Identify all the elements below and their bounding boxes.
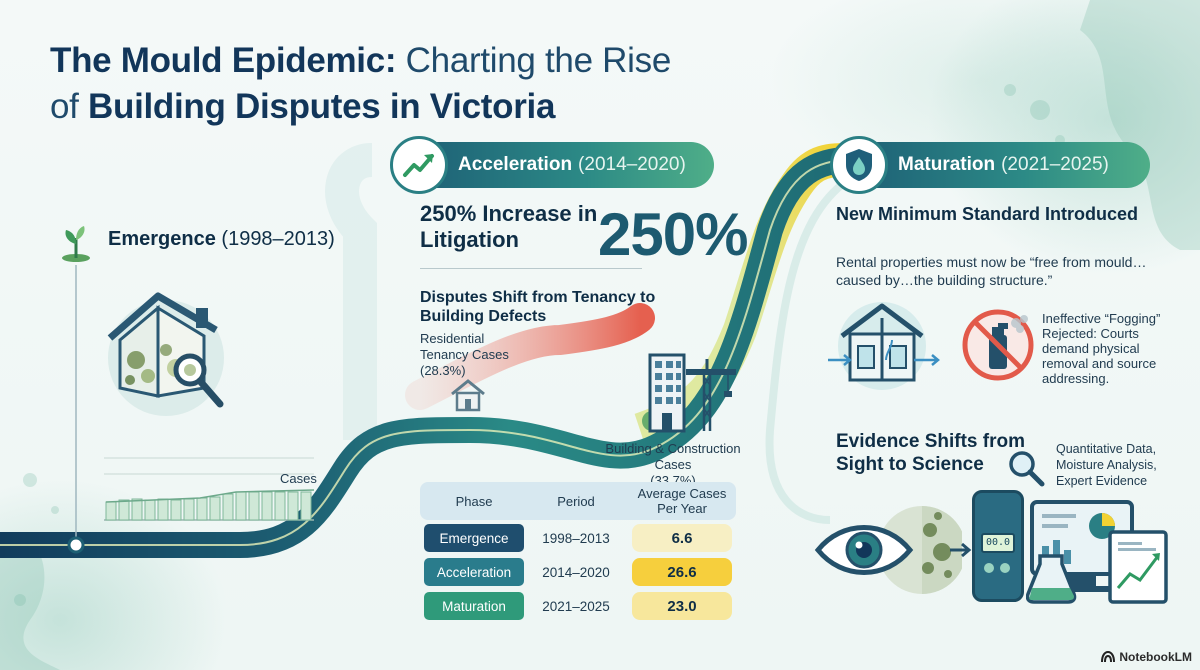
page-title: The Mould Epidemic: Charting the Rise of…	[50, 38, 810, 130]
title-part-1: The Mould Epidemic:	[50, 41, 397, 80]
emergence-years: (1998–2013)	[221, 228, 335, 250]
table-header-average: Average Cases Per Year	[637, 486, 727, 516]
brand-footer: NotebookLM	[1101, 650, 1192, 664]
table-row: Maturation 2021–2025 23.0	[420, 592, 736, 620]
table-row: Acceleration 2014–2020 26.6	[420, 558, 736, 586]
moisture-meter-icon: 00.0	[972, 490, 1024, 602]
meter-readout: 00.0	[981, 533, 1015, 553]
litigation-stat-value: 250%	[598, 201, 748, 268]
standard-heading: New Minimum Standard Introduced	[836, 204, 1139, 224]
evidence-list: Quantitative Data, Moisture Analysis, Ex…	[1056, 442, 1157, 488]
table-cell-phase: Emergence	[424, 524, 524, 552]
meter-button	[1000, 563, 1010, 573]
residential-pct: (28.3%)	[420, 363, 466, 378]
maturation-name: Maturation	[898, 154, 996, 175]
lab-equipment-icon	[1025, 496, 1172, 611]
residential-label: Residential Tenancy Cases	[420, 331, 509, 362]
arrow-right-icon	[948, 540, 974, 565]
standard-body: Rental properties must now be “free from…	[836, 254, 1147, 288]
litigation-stat-heading: 250% Increase in Litigation	[420, 201, 598, 252]
trend-up-icon	[390, 136, 448, 194]
acceleration-years: (2014–2020)	[578, 154, 686, 175]
evidence-heading: Evidence Shifts from Sight to Science	[836, 431, 1025, 475]
table-row: Emergence 1998–2013 6.6	[420, 524, 736, 552]
building-crane-icon	[640, 345, 740, 440]
ventilated-house-icon	[826, 300, 942, 395]
table-header-row	[420, 482, 736, 520]
table-cell-period: 2021–2025	[542, 598, 610, 614]
building-label: Building & Construction Cases	[605, 441, 741, 472]
table-cell-period: 1998–2013	[542, 530, 610, 546]
mouldy-house-icon	[96, 288, 236, 423]
fogging-rejected-text: Ineffective “Fogging” Rejected: Courts d…	[1042, 311, 1161, 386]
emergence-heading: Emergence (1998–2013)	[108, 228, 335, 251]
shield-droplet-icon	[830, 136, 888, 194]
table-cell-period: 2014–2020	[542, 564, 610, 580]
acceleration-name: Acceleration	[458, 154, 573, 175]
sprout-icon	[54, 220, 98, 269]
table-cell-value: 26.6	[632, 558, 732, 586]
emergence-cases-chart	[104, 457, 315, 521]
eye-inspection-icon	[812, 500, 966, 605]
title-part-4: Building Disputes in Victoria	[88, 87, 556, 126]
magnifier-icon	[1006, 448, 1046, 493]
table-header-phase: Phase	[455, 493, 493, 509]
brand-name: NotebookLM	[1119, 650, 1192, 664]
maturation-phase-pill: Maturation (2021–2025)	[830, 136, 1150, 194]
emergence-name: Emergence	[108, 228, 216, 250]
table-cell-value: 23.0	[632, 592, 732, 620]
acceleration-phase-pill: Acceleration (2014–2020)	[390, 136, 714, 194]
no-fogging-icon	[958, 305, 1038, 390]
title-part-2: Charting the Rise	[396, 41, 672, 80]
table-cell-value: 6.6	[632, 524, 732, 552]
meter-button	[984, 563, 994, 573]
maturation-years: (2021–2025)	[1001, 154, 1109, 175]
dispute-shift-heading: Disputes Shift from Tenancy to Building …	[420, 289, 656, 325]
acceleration-divider	[420, 268, 642, 269]
table-header-period: Period	[557, 493, 595, 509]
emergence-chart-label: Cases	[280, 471, 317, 486]
title-part-3: of	[50, 87, 89, 126]
table-cell-phase: Acceleration	[424, 558, 524, 586]
residential-tenancy-label: Residential Tenancy Cases (28.3%)	[420, 331, 530, 379]
table-cell-phase: Maturation	[424, 592, 524, 620]
brand-logo-icon	[1101, 651, 1116, 663]
small-house-icon	[448, 378, 488, 417]
